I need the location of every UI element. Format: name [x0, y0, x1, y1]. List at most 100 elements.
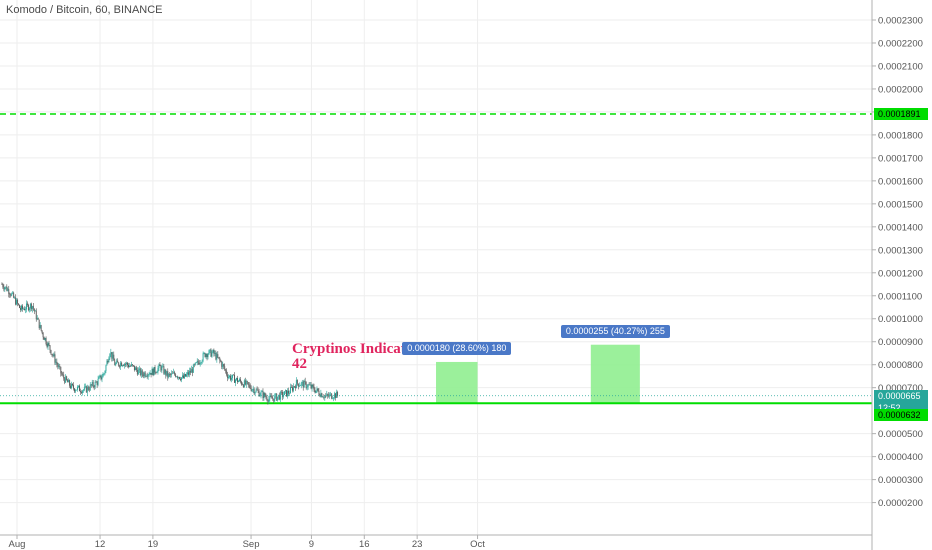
candle-body — [281, 391, 283, 393]
candle-body — [135, 367, 137, 370]
price-tick-label: 0.0000500 — [878, 429, 923, 440]
candle-body — [147, 374, 149, 377]
candle-body — [207, 354, 209, 358]
time-tick-label: 12 — [95, 539, 106, 550]
candle-body — [37, 318, 39, 320]
candle-body — [177, 376, 179, 378]
price-tick-label: 0.0001600 — [878, 176, 923, 187]
candle-body — [74, 388, 75, 392]
horizontal-levels[interactable] — [0, 113, 872, 405]
measure-boxes[interactable] — [436, 344, 640, 404]
candle-body — [137, 369, 139, 375]
candle-body — [269, 395, 271, 399]
candle-body — [314, 390, 316, 393]
candle-body — [117, 360, 119, 363]
current-price-tag: 0.0000665 — [874, 389, 928, 402]
candle-body — [120, 362, 122, 367]
candle-body — [328, 395, 330, 397]
candle-body — [101, 377, 103, 380]
candle-body — [96, 382, 98, 385]
candle-body — [64, 378, 66, 383]
candle-body — [146, 376, 148, 377]
candle-body — [237, 377, 238, 383]
candle-body — [84, 386, 86, 387]
candle-body — [319, 394, 321, 397]
candle-body — [190, 369, 192, 373]
candle-body — [156, 372, 158, 373]
chart-title: Komodo / Bitcoin, 60, BINANCE — [6, 4, 163, 16]
candle-body — [47, 343, 49, 347]
candle-body — [63, 374, 65, 379]
candle-body — [237, 380, 239, 383]
candle-body — [313, 386, 315, 391]
candle-body — [20, 307, 21, 310]
candle-body — [187, 372, 189, 375]
candle-body — [108, 358, 110, 363]
candle-body — [16, 299, 18, 305]
candle-body — [33, 308, 35, 312]
candle-body — [22, 305, 23, 309]
candle-body — [184, 374, 186, 377]
candle-body — [232, 374, 234, 378]
candle-body — [61, 373, 63, 375]
candle-body — [202, 353, 204, 361]
candle-body — [60, 366, 62, 374]
candle-body — [291, 387, 293, 391]
candle-body — [218, 357, 220, 358]
candle-body — [45, 337, 47, 345]
candle-body — [287, 390, 288, 397]
candle-body — [336, 391, 338, 398]
candle-body — [164, 370, 166, 374]
candle-body — [183, 375, 184, 379]
candle-body — [59, 366, 61, 367]
candle-body — [221, 361, 223, 367]
candle-body — [213, 349, 215, 354]
candle-body — [274, 395, 276, 402]
candle-body — [239, 379, 241, 382]
candle-body — [138, 368, 140, 370]
candle-body — [330, 393, 332, 395]
candle-body — [272, 398, 274, 400]
candle-body — [142, 374, 144, 377]
price-tick-label: 0.0000300 — [878, 475, 923, 486]
candle-body — [163, 366, 165, 374]
candle-body — [337, 391, 339, 396]
candle-body — [205, 354, 207, 357]
price-axis[interactable]: 0.0002300 0.0002200 0.0002100 0.0002000 0.00… — [871, 0, 923, 550]
candle-body — [332, 398, 334, 400]
candle-body — [167, 371, 169, 378]
candle-body — [8, 289, 10, 295]
candle-body — [50, 350, 52, 355]
candle-body — [273, 398, 275, 402]
text-annotation[interactable]: Cryptinos Indicator 42 — [292, 342, 420, 372]
candle-body — [282, 391, 284, 397]
candle-body — [129, 365, 130, 368]
candle-body — [186, 372, 188, 375]
measure-box[interactable] — [590, 344, 640, 404]
candle-body — [266, 397, 268, 401]
candle-body — [223, 364, 225, 367]
candle-body — [323, 397, 325, 398]
candle-body — [112, 354, 114, 359]
measure-box[interactable] — [436, 361, 478, 404]
candle-body — [7, 289, 9, 291]
candle-body — [72, 383, 74, 386]
time-axis[interactable]: Aug 12 19 Sep 9 16 23 Oct — [0, 534, 872, 550]
candle-body — [278, 394, 280, 397]
candle-body — [42, 333, 44, 338]
candle-body — [124, 363, 126, 366]
candle-body — [145, 376, 147, 377]
candle-body — [113, 354, 115, 361]
candle-body — [261, 391, 263, 392]
candle-body — [71, 383, 73, 388]
candle-body — [198, 362, 200, 365]
candle-body — [283, 394, 285, 397]
candle-body — [53, 354, 55, 356]
candle-body — [178, 376, 180, 378]
candle-body — [331, 393, 333, 399]
candle-body — [185, 374, 187, 377]
price-tick-label: 0.0002300 — [878, 16, 923, 27]
candle-body — [115, 363, 117, 366]
price-tick-label: 0.0001700 — [878, 153, 923, 164]
